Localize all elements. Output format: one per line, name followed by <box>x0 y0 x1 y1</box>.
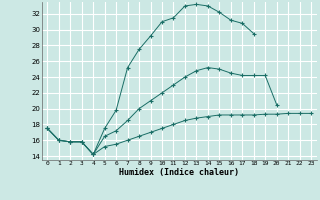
X-axis label: Humidex (Indice chaleur): Humidex (Indice chaleur) <box>119 168 239 177</box>
